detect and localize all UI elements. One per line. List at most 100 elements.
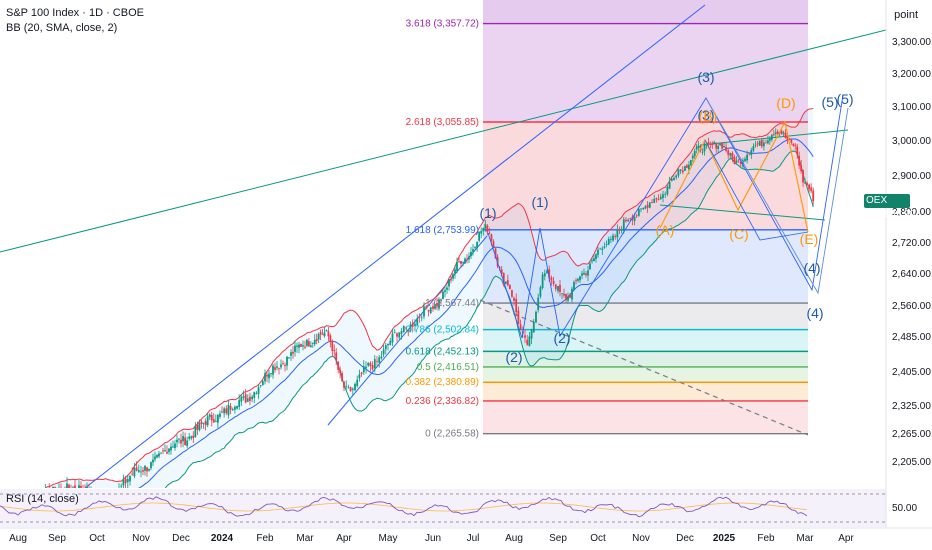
candle-body [176, 439, 178, 443]
candle-body [550, 277, 553, 281]
candle-body [148, 468, 150, 471]
candle-body [393, 332, 396, 334]
wave-path-abcde [659, 120, 809, 233]
candle-body [60, 487, 62, 488]
candle-body [180, 439, 182, 444]
candle-body [162, 450, 164, 452]
candle-body [488, 232, 491, 234]
candle-body [188, 436, 191, 439]
candle-body [794, 145, 797, 146]
candle-body [174, 443, 176, 449]
candle-body [212, 419, 215, 423]
time-axis: Aug Sep Oct Nov Dec 2024 Feb Mar Apr May Jun Jul Aug… [9, 533, 854, 544]
candle-body [565, 293, 567, 300]
price-tick-label: 2,325.00 [892, 401, 931, 412]
candle-body [416, 318, 419, 325]
candle-body [500, 269, 503, 274]
candle-body [633, 216, 636, 222]
candle-body [411, 322, 414, 327]
candle-body [146, 467, 148, 472]
price-tick-label: 3,100.00 [892, 102, 931, 113]
candle-body [786, 136, 789, 141]
candle-body [369, 362, 372, 367]
candle-body [448, 279, 450, 287]
last-price-tag: OEX 2,833.90 [864, 194, 915, 220]
candle-body [612, 235, 614, 241]
wave-label-blue: (2) [505, 349, 522, 365]
candle-body [331, 340, 334, 352]
candle-body [758, 140, 761, 146]
candle-body [284, 365, 286, 367]
candle-body [425, 306, 428, 309]
price-tick-label: 3,200.00 [892, 69, 931, 80]
candlesticks [44, 128, 815, 488]
candle-body [478, 231, 481, 241]
candle-body [780, 130, 783, 135]
candle-body [414, 323, 416, 326]
candle-body [72, 487, 74, 488]
fib-level-label: 0.236 (2,336.82) [406, 396, 479, 407]
wave-label-blue: (3) [697, 69, 714, 85]
candle-body [309, 345, 312, 348]
candle-body [593, 258, 595, 261]
candle-body [133, 468, 136, 477]
candle-body [298, 344, 300, 348]
time-tick-label: 2024 [211, 533, 234, 544]
candle-body [156, 454, 158, 458]
candle-body [804, 182, 806, 184]
price-tick-label: 2,900.00 [892, 171, 931, 182]
candle-body [486, 225, 489, 233]
candle-body [292, 351, 294, 354]
fib-zone [483, 229, 808, 304]
candle-body [727, 150, 730, 155]
candle-body [444, 290, 446, 292]
candle-body [204, 421, 207, 425]
candle-body [812, 190, 815, 202]
price-tick-label: 3,000.00 [892, 136, 931, 147]
candle-body [308, 341, 310, 347]
candle-body [659, 196, 662, 200]
candle-body [365, 366, 367, 369]
candle-body [337, 361, 340, 370]
candle-body [194, 426, 197, 437]
candle-body [635, 215, 638, 217]
indicator-label[interactable]: BB (20, SMA, close, 2) [6, 22, 118, 34]
candle-body [251, 396, 253, 400]
candle-body [642, 208, 645, 210]
candle-body [466, 259, 468, 261]
candle-body [325, 330, 328, 332]
candle-body [349, 387, 352, 392]
candle-body [264, 373, 266, 382]
candle-body [150, 462, 152, 469]
candle-body [539, 287, 542, 297]
candle-body [541, 274, 544, 288]
symbol-title[interactable]: S&P 100 Index · 1D · CBOE [6, 7, 144, 19]
candle-body [776, 131, 779, 134]
candle-body [196, 424, 199, 430]
candle-body [750, 149, 753, 156]
candle-body [217, 414, 219, 423]
candle-body [610, 239, 612, 240]
candle-body [120, 485, 123, 487]
candle-body [456, 261, 458, 272]
time-tick-label: Sep [48, 533, 66, 544]
candle-body [770, 134, 773, 140]
long-trendline [0, 29, 886, 253]
candle-body [677, 169, 680, 176]
fib-level-label: 0 (2,265.58) [425, 429, 479, 440]
candle-body [172, 446, 174, 448]
candle-body [210, 414, 213, 421]
candle-body [752, 146, 755, 151]
price-tick-label: 3,300.00 [892, 37, 931, 48]
candle-body [591, 260, 593, 262]
candle-body [765, 142, 767, 144]
candle-body [705, 143, 708, 146]
candle-body [543, 273, 546, 277]
candle-body [137, 469, 140, 473]
candle-body [302, 345, 304, 347]
candle-body [537, 297, 540, 311]
candle-body [396, 333, 398, 337]
candle-body [627, 219, 629, 222]
candle-body [640, 208, 642, 210]
